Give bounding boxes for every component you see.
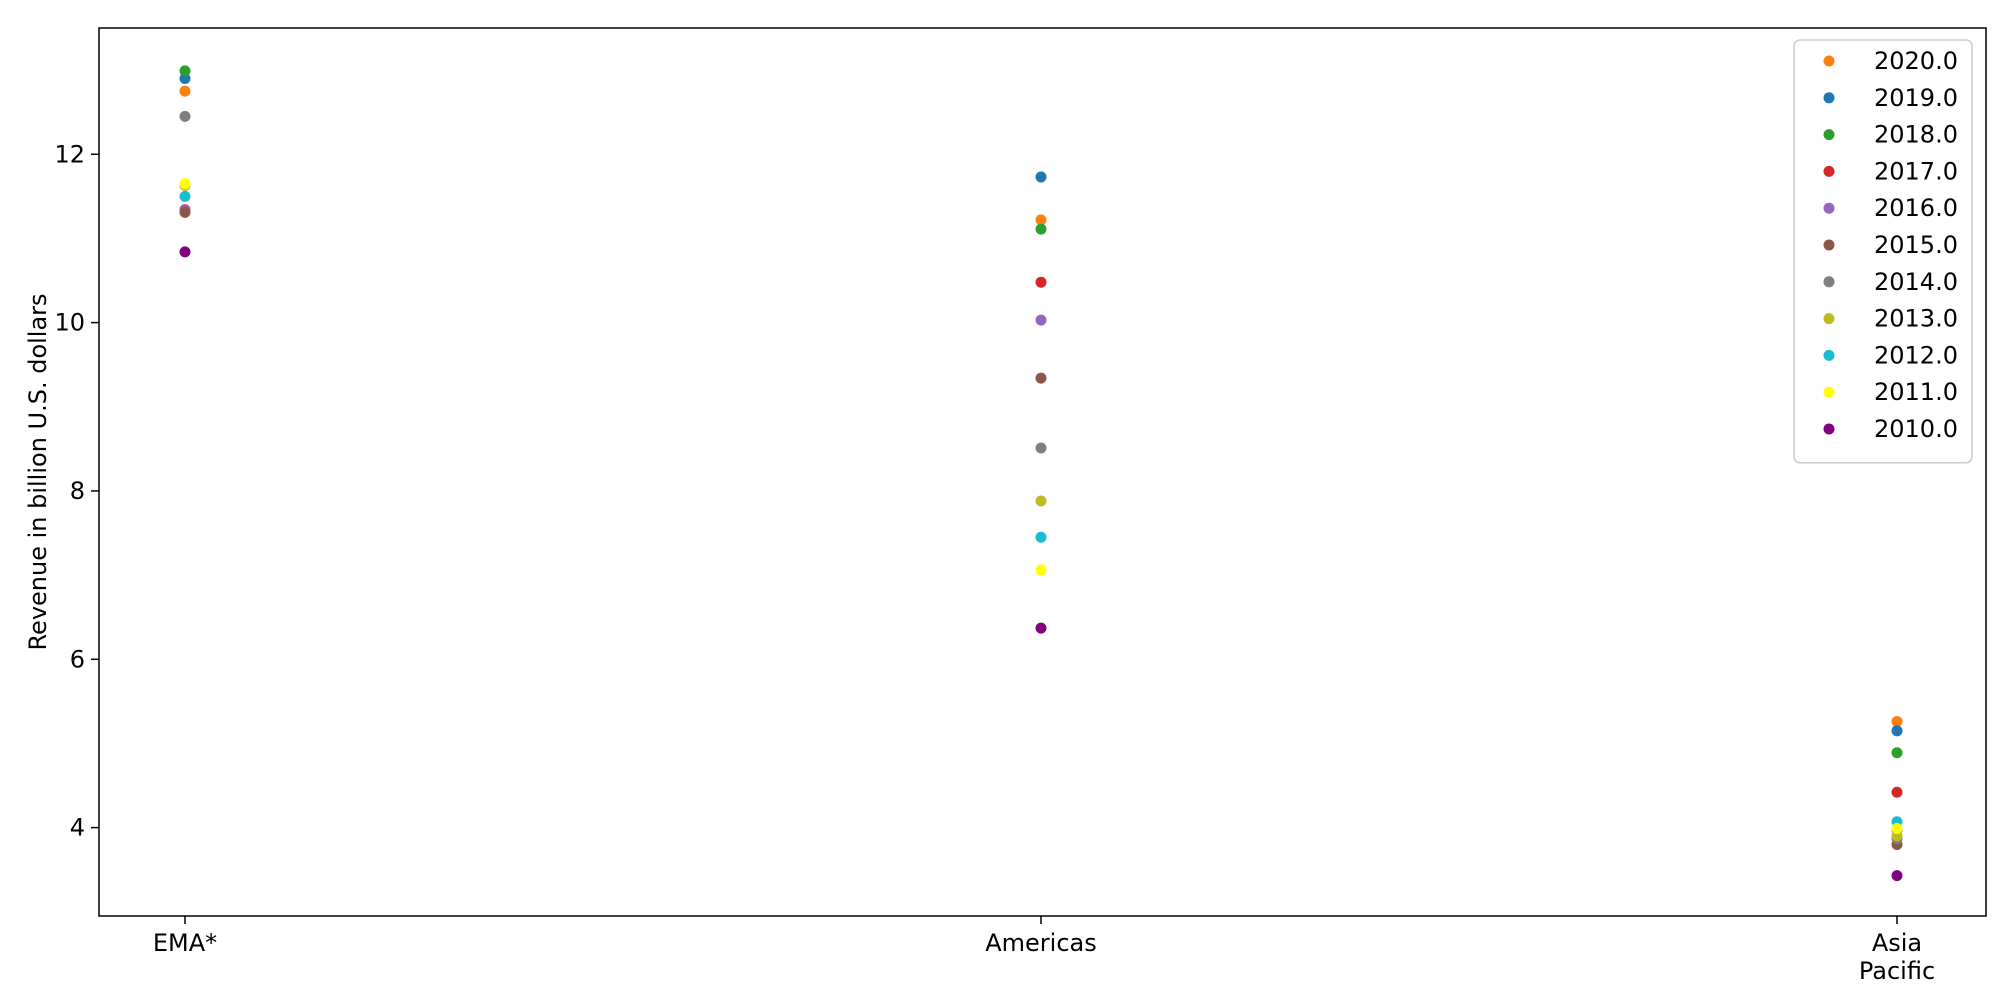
y-tick-label: 8: [70, 477, 85, 505]
legend-marker: [1823, 313, 1835, 325]
data-point: [1891, 725, 1903, 737]
data-point: [1891, 830, 1903, 842]
data-point: [179, 73, 191, 85]
data-point: [1035, 442, 1047, 454]
series-2018.0: [179, 65, 1903, 759]
data-point: [179, 178, 191, 190]
legend-marker: [1823, 129, 1835, 141]
series-2020.0: [179, 85, 1903, 728]
data-point: [1891, 716, 1903, 728]
y-tick-label: 4: [70, 814, 85, 842]
data-point: [179, 85, 191, 97]
series-2019.0: [179, 73, 1903, 737]
legend-marker: [1823, 386, 1835, 398]
data-point: [1891, 822, 1903, 834]
data-point: [1035, 564, 1047, 576]
y-tick-label: 10: [54, 309, 85, 337]
legend-marker: [1823, 349, 1835, 361]
x-tick-label: Asia Pacific: [1859, 929, 1935, 985]
data-point: [1035, 622, 1047, 634]
data-point: [179, 65, 191, 77]
series-2011.0: [179, 178, 1903, 834]
legend-marker: [1823, 239, 1835, 251]
data-point: [1035, 276, 1047, 288]
series-2016.0: [179, 205, 1903, 836]
data-point: [179, 110, 191, 122]
data-point: [179, 206, 191, 218]
y-tick-label: 6: [70, 645, 85, 673]
series-2012.0: [179, 190, 1903, 828]
legend-marker: [1823, 276, 1835, 288]
legend-marker: [1823, 423, 1835, 435]
x-axis: EMA* Americas Asia Pacific: [153, 916, 1935, 985]
data-point: [1035, 214, 1047, 226]
data-point: [1891, 786, 1903, 798]
y-axis: 4 6 8 10 12: [54, 140, 99, 842]
legend-label: 2012.0: [1874, 341, 1958, 369]
legend-label: 2013.0: [1874, 305, 1958, 333]
legend: 2020.0 2019.0 2018.0 2017.0 2016.0 2015.0 2014…: [1793, 39, 1973, 464]
legend-label: 2016.0: [1874, 194, 1958, 222]
data-point: [1035, 495, 1047, 507]
data-point: [1891, 747, 1903, 759]
legend-label: 2010.0: [1874, 415, 1958, 443]
data-point: [1035, 223, 1047, 235]
x-tick-label: Americas: [985, 929, 1097, 957]
data-point: [1035, 531, 1047, 543]
data-point: [1035, 372, 1047, 384]
series-2010.0: [179, 246, 1903, 882]
legend-box: [1793, 39, 1973, 464]
legend-marker: [1823, 55, 1835, 67]
series-2015.0: [179, 206, 1903, 850]
legend-marker: [1823, 92, 1835, 104]
x-tick-label: EMA*: [153, 929, 217, 957]
data-point: [1891, 870, 1903, 882]
legend-label: 2020.0: [1874, 47, 1958, 75]
legend-label: 2015.0: [1874, 231, 1958, 259]
legend-label: 2014.0: [1874, 268, 1958, 296]
data-point: [1035, 314, 1047, 326]
legend-label: 2017.0: [1874, 157, 1958, 185]
legend-label: 2019.0: [1874, 84, 1958, 112]
legend-label: 2011.0: [1874, 378, 1958, 406]
y-axis-label: Revenue in billion U.S. dollars: [24, 293, 52, 650]
legend-label: 2018.0: [1874, 121, 1958, 149]
data-point: [1035, 171, 1047, 183]
y-tick-label: 12: [54, 140, 85, 168]
legend-marker: [1823, 202, 1835, 214]
data-point: [179, 246, 191, 258]
data-point: [179, 190, 191, 202]
legend-marker: [1823, 165, 1835, 177]
plot-area-frame: [98, 27, 1987, 917]
